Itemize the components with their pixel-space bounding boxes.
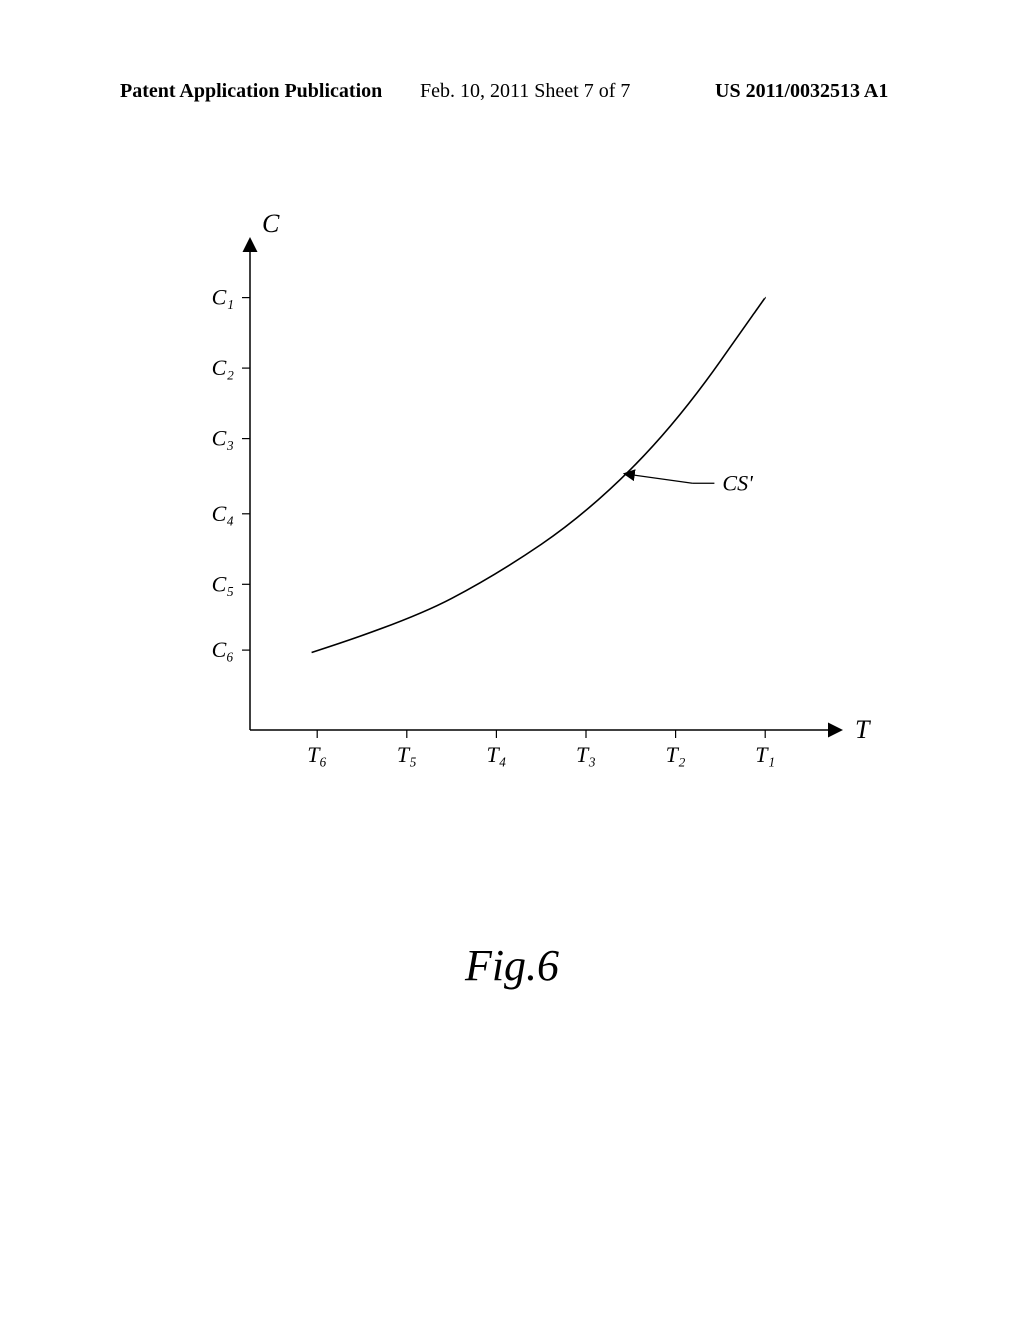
x-tick-label: T₆: [307, 742, 327, 767]
curve-leader: [625, 474, 692, 483]
y-tick-label: C₄: [212, 501, 234, 526]
x-tick-label: T₃: [576, 742, 596, 767]
x-tick-label: T₂: [666, 742, 686, 767]
x-axis-title: T: [855, 715, 871, 744]
x-tick-label: T₁: [755, 742, 775, 767]
x-tick-label: T₄: [486, 742, 506, 767]
y-tick-label: C₃: [212, 426, 234, 451]
chart-area: C T C₁ C₂ C₃ C₄ C₅ C₆ T₆ T₅ T₄ T₃ T₂ T₁ CS': [170, 210, 870, 810]
header-right: US 2011/0032513 A1: [715, 80, 888, 103]
chart-svg: C T C₁ C₂ C₃ C₄ C₅ C₆ T₆ T₅ T₄ T₃ T₂ T₁ CS': [170, 210, 870, 810]
y-tick-label: C₆: [212, 637, 234, 662]
curve-cs: [312, 298, 766, 653]
x-tick-label: T₅: [397, 742, 417, 767]
page: Patent Application Publication Feb. 10, …: [0, 0, 1024, 1320]
y-axis-title: C: [262, 209, 280, 238]
curve-label: CS': [722, 470, 753, 495]
y-tick-label: C₅: [212, 571, 234, 596]
y-tick-label: C₂: [212, 355, 235, 380]
figure-caption: Fig.6: [0, 940, 1024, 991]
header-center: Feb. 10, 2011 Sheet 7 of 7: [420, 80, 630, 103]
y-tick-label: C₁: [212, 285, 234, 310]
header-left: Patent Application Publication: [120, 80, 382, 103]
